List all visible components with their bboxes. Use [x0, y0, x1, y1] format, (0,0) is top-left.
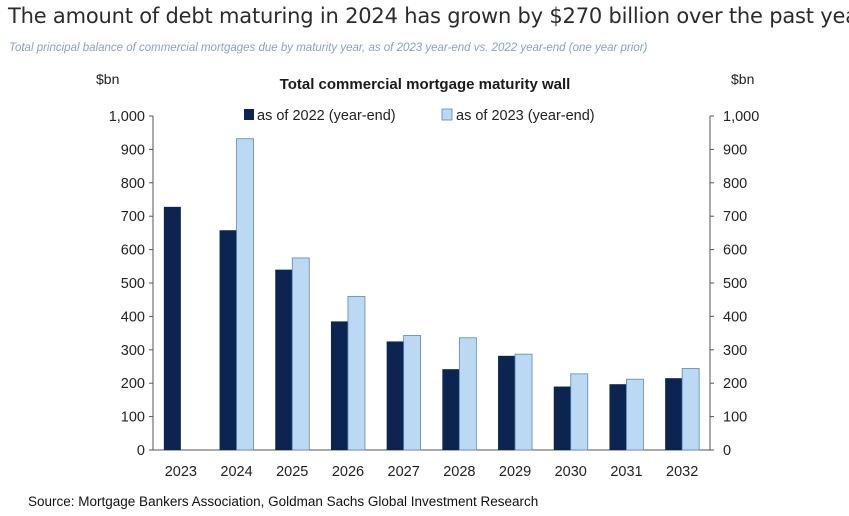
x-tick-label: 2026: [332, 464, 364, 480]
legend-label-2022: as of 2022 (year-end): [257, 108, 396, 124]
x-tick-label: 2027: [388, 464, 420, 480]
left-y-tick-label: 1,000: [109, 109, 145, 125]
left-y-tick-label: 800: [121, 176, 145, 192]
subtitle: Total principal balance of commercial mo…: [9, 42, 648, 54]
source-note: Source: Mortgage Bankers Association, Go…: [28, 494, 539, 509]
bar-2022-2024: [219, 230, 237, 450]
bar-chart: $bn $bn Total commercial mortgage maturi…: [96, 71, 759, 480]
bar-2023-2027: [403, 335, 422, 451]
left-y-tick-label: 600: [121, 243, 145, 259]
right-y-tick-label: 900: [723, 142, 747, 158]
legend-swatch-2023: [441, 108, 453, 121]
bar-2022-2029: [498, 355, 516, 450]
bar-2023-2030: [570, 373, 589, 451]
left-y-tick-label: 500: [121, 276, 145, 292]
left-axis-unit: $bn: [96, 71, 119, 87]
right-axis-unit: $bn: [731, 71, 754, 87]
x-tick-label: 2023: [165, 464, 197, 480]
bar-2022-2031: [609, 384, 627, 450]
x-tick-label: 2024: [220, 464, 252, 480]
left-y-tick-label: 100: [121, 410, 145, 426]
bar-2022-2030: [553, 386, 571, 450]
x-tick-label: 2028: [443, 464, 475, 480]
bar-2023-2031: [626, 378, 644, 451]
bar-2022-2027: [386, 341, 404, 450]
x-tick-label: 2029: [499, 464, 531, 480]
right-y-tick-label: 200: [723, 376, 747, 392]
x-tick-label: 2025: [276, 464, 308, 480]
x-tick-label: 2032: [666, 464, 698, 480]
bar-2023-2024: [236, 138, 254, 451]
left-y-tick-label: 0: [137, 443, 145, 459]
bar-2022-2026: [330, 321, 348, 450]
x-tick-label: 2030: [555, 464, 587, 480]
left-y-tick-label: 700: [121, 209, 145, 225]
bar-2023-2025: [291, 257, 310, 451]
right-y-tick-label: 100: [723, 410, 747, 426]
bar-2022-2025: [275, 269, 293, 450]
legend-swatch-2022: [244, 109, 254, 120]
right-y-tick-label: 400: [723, 309, 747, 325]
right-y-tick-label: 300: [723, 343, 747, 359]
left-y-tick-label: 900: [121, 142, 145, 158]
bar-2022-2028: [442, 369, 460, 450]
left-y-tick-label: 200: [121, 376, 145, 392]
bar-2023-2029: [514, 353, 533, 451]
right-y-tick-label: 500: [723, 276, 747, 292]
bar-2023-2028: [458, 337, 477, 451]
right-y-tick-label: 700: [723, 209, 747, 225]
right-y-tick-label: 0: [723, 443, 731, 459]
left-y-tick-label: 300: [121, 343, 145, 359]
right-y-tick-label: 600: [723, 243, 747, 259]
left-y-tick-label: 400: [121, 309, 145, 325]
bar-2023-2032: [681, 368, 700, 451]
right-y-tick-label: 800: [723, 176, 747, 192]
bar-2023-2026: [347, 295, 366, 451]
bar-2022-2023: [163, 206, 181, 450]
headline: The amount of debt maturing in 2024 has …: [8, 4, 849, 28]
bar-2022-2032: [665, 378, 683, 450]
right-y-tick-label: 1,000: [723, 109, 759, 125]
x-tick-label: 2031: [610, 464, 642, 480]
chart-title: Total commercial mortgage maturity wall: [280, 76, 571, 93]
legend-label-2023: as of 2023 (year-end): [456, 108, 595, 124]
